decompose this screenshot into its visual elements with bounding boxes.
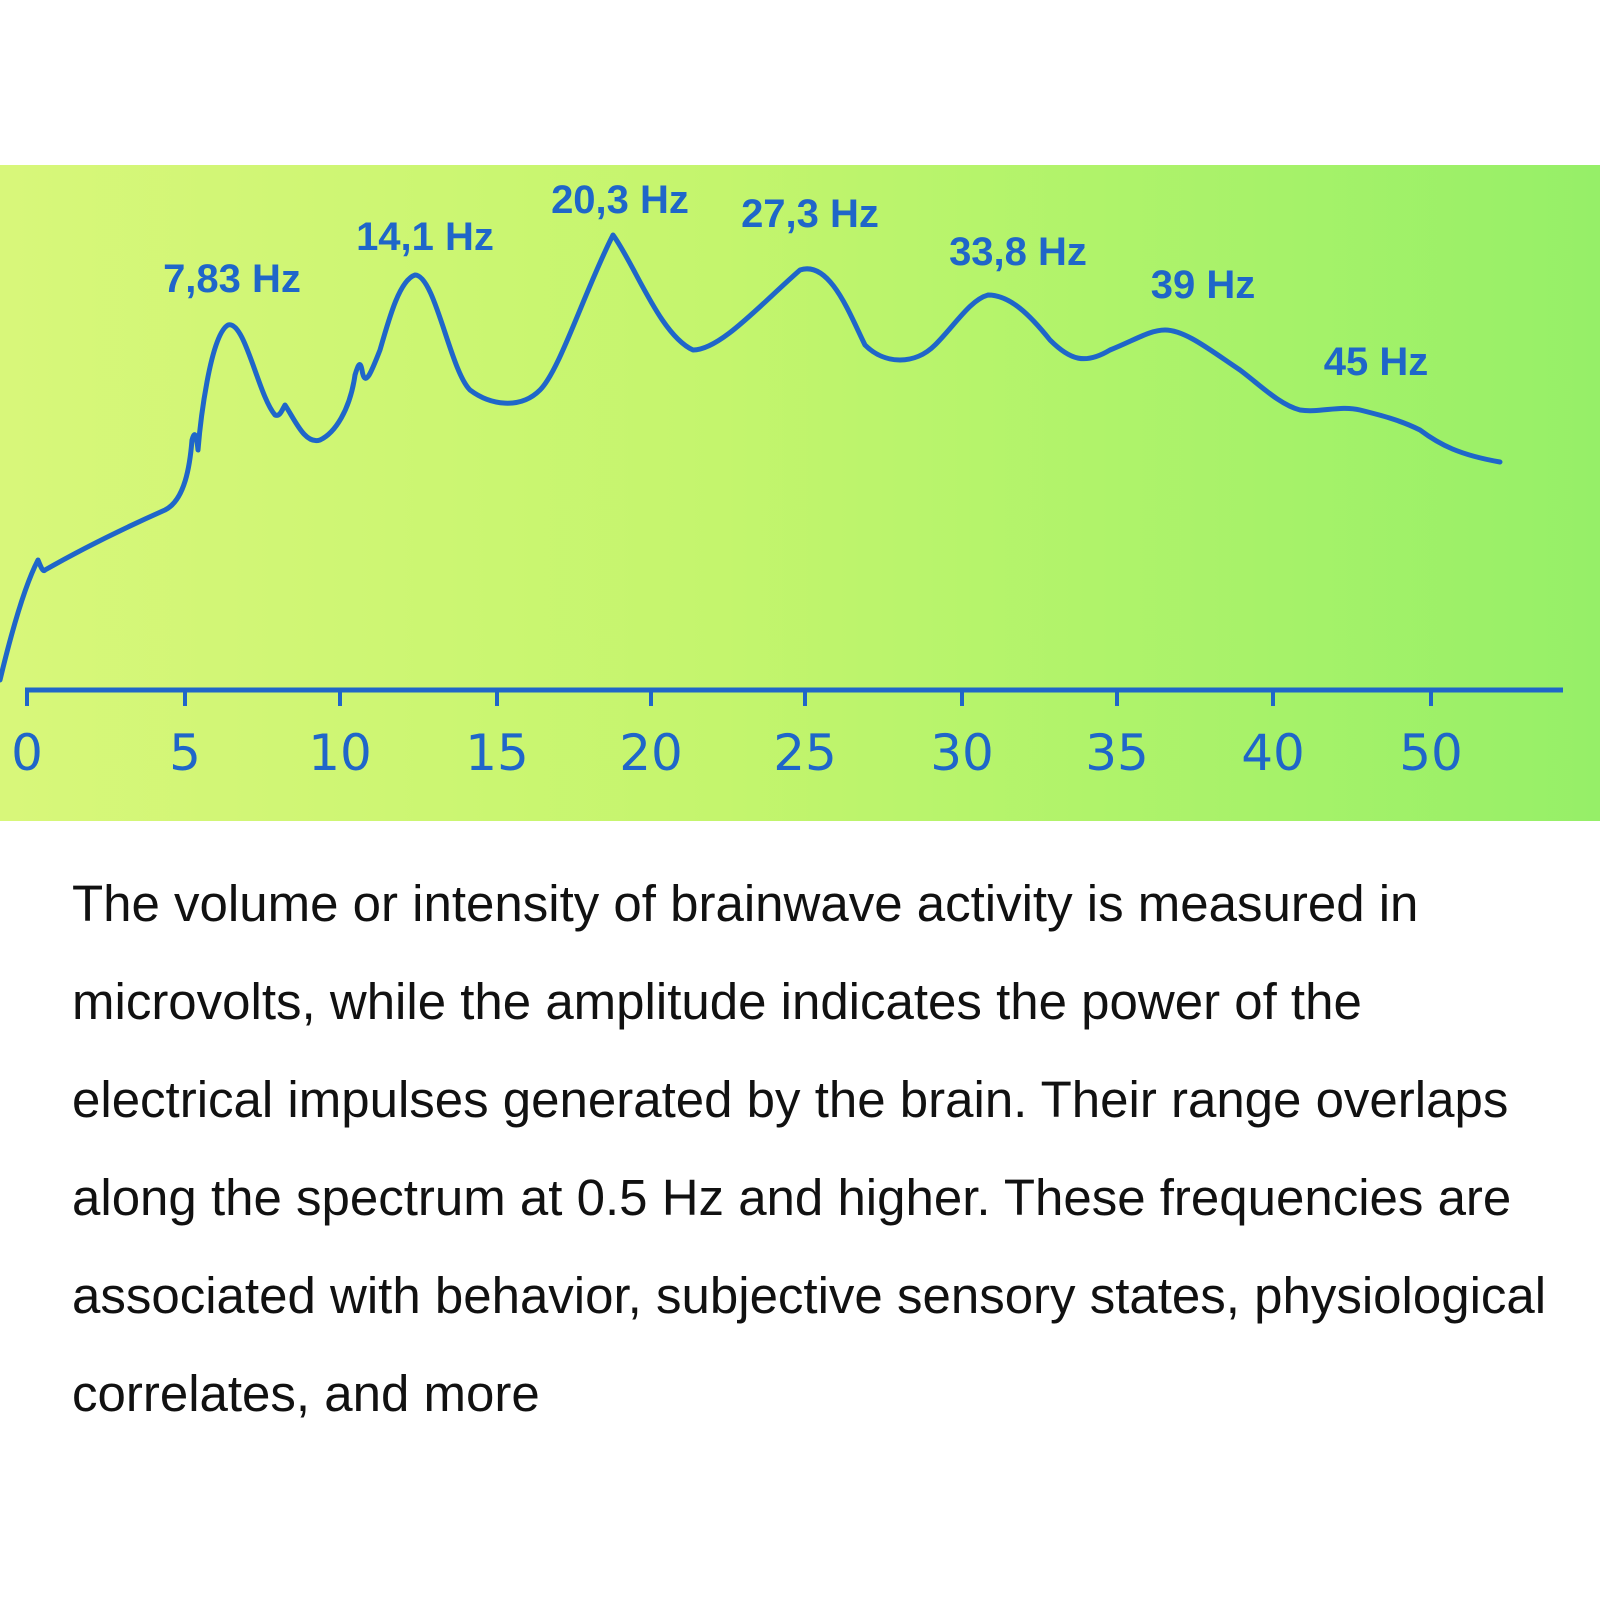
x-tick-label: 0: [11, 724, 43, 782]
peak-label: 20,3 Hz: [551, 178, 689, 222]
x-tick-label: 10: [308, 724, 372, 782]
x-tick-label: 5: [169, 724, 201, 782]
peak-label: 33,8 Hz: [949, 230, 1087, 274]
x-tick-label: 15: [465, 724, 529, 782]
x-tick-label: 20: [619, 724, 683, 782]
peak-labels: 7,83 Hz 14,1 Hz 20,3 Hz 27,3 Hz 33,8 Hz 39 Hz…: [163, 178, 1428, 384]
x-axis-tick-labels: 0 5 10 15 20 25 30 35 40 50: [11, 724, 1463, 782]
caption-text: The volume or intensity of brainwave act…: [72, 875, 1547, 1422]
peak-label: 27,3 Hz: [741, 192, 879, 236]
spectrum-chart: 0 5 10 15 20 25 30 35 40 50 7,83 Hz 14,1 Hz 20,3 Hz…: [0, 178, 1563, 782]
x-tick-label: 30: [930, 724, 994, 782]
chart-panel: 0 5 10 15 20 25 30 35 40 50 7,83 Hz 14,1 Hz 20,3 Hz…: [0, 165, 1600, 821]
x-tick-label: 50: [1399, 724, 1463, 782]
peak-label: 7,83 Hz: [163, 257, 301, 301]
x-tick-label: 25: [773, 724, 837, 782]
x-axis-ticks: [25, 690, 1433, 706]
peak-label: 39 Hz: [1151, 263, 1256, 307]
peak-label: 14,1 Hz: [356, 215, 494, 259]
x-tick-label: 35: [1085, 724, 1149, 782]
x-tick-label: 40: [1241, 724, 1305, 782]
peak-label: 45 Hz: [1324, 340, 1429, 384]
spectrum-line: [0, 232, 1503, 683]
